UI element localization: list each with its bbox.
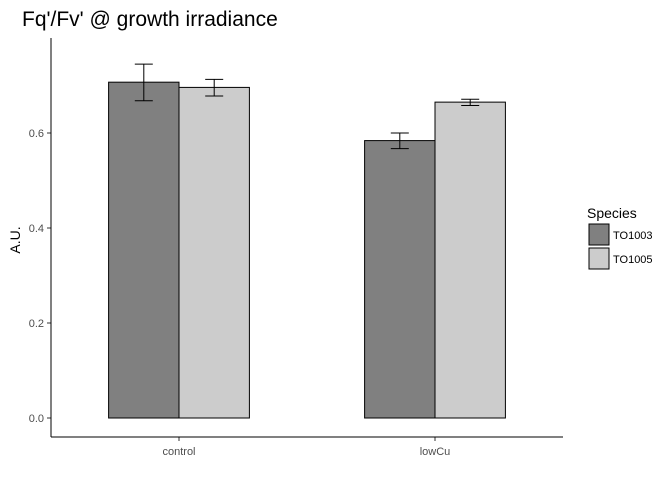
- y-tick-label-0.4: 0.4: [29, 223, 44, 235]
- x-tick-label-control: control: [162, 446, 195, 458]
- bars-layer: [108, 81, 506, 419]
- y-tick-label-0.2: 0.2: [29, 318, 44, 330]
- legend-label-TO1005: TO1005: [613, 254, 653, 266]
- legend-label-TO1003: TO1003: [613, 230, 653, 242]
- x-tick-label-lowCu: lowCu: [420, 446, 451, 458]
- bar-TO1005-lowCu: [434, 101, 506, 419]
- y-axis-title: A.U.: [7, 226, 23, 253]
- error-bars-layer: [134, 63, 480, 150]
- legend-key-TO1005: [588, 247, 610, 270]
- legend-title: Species: [587, 205, 637, 221]
- bar-TO1003-lowCu: [364, 140, 436, 419]
- legend-key-TO1003: [588, 223, 610, 246]
- chart-title: Fq'/Fv' @ growth irradiance: [22, 8, 278, 31]
- y-tick-label-0.0: 0.0: [29, 413, 44, 425]
- bar-TO1003-control: [108, 81, 180, 419]
- legend: Species TO1003 TO1005: [587, 205, 653, 270]
- bar-TO1005-control: [178, 86, 250, 419]
- legend-items: TO1003 TO1005: [588, 223, 653, 270]
- y-tick-label-0.6: 0.6: [29, 128, 44, 140]
- axes-layer: control lowCu 0.0 0.2 0.4 0.6: [29, 38, 563, 458]
